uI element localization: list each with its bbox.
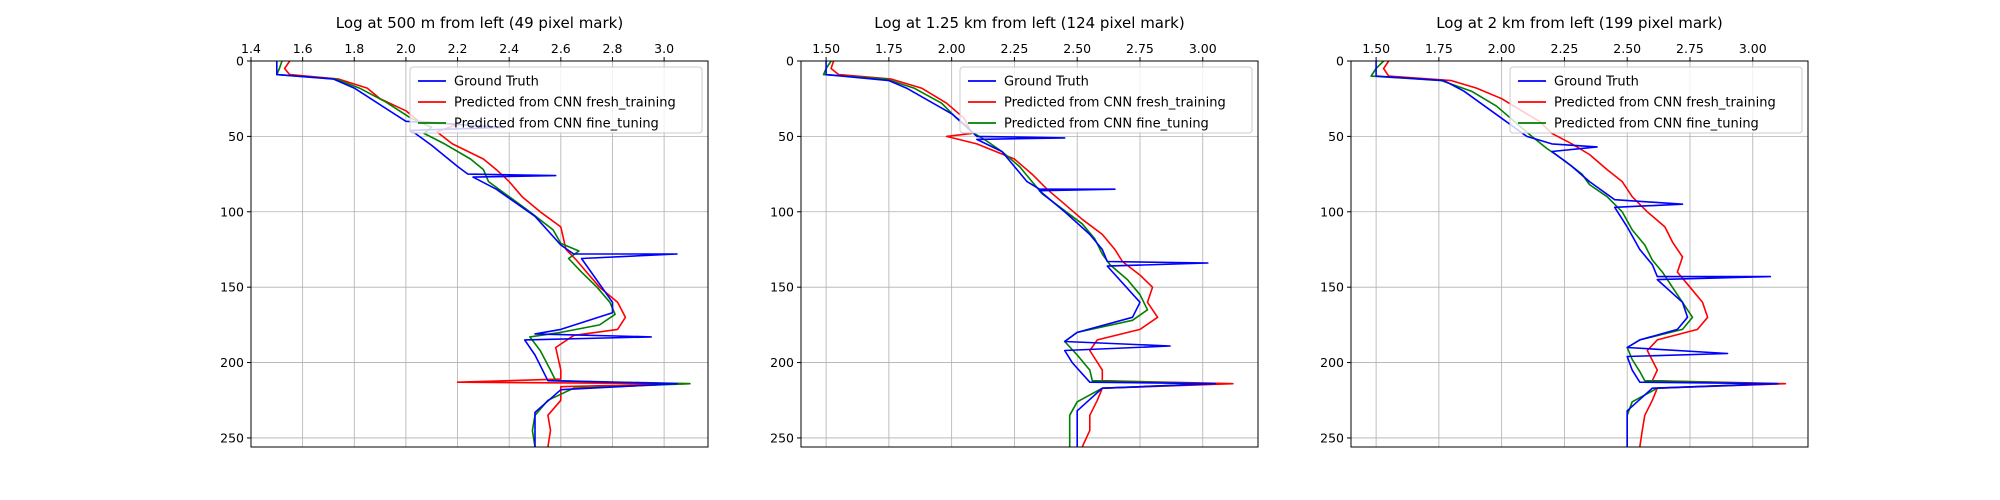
x-tick-label: 2.75 — [1676, 41, 1704, 56]
x-tick-label: 2.4 — [499, 41, 519, 56]
y-tick-label: 250 — [220, 430, 244, 445]
legend-box — [1509, 66, 1803, 134]
y-tick-label: 150 — [220, 280, 244, 295]
legend-label: Predicted from CNN fresh_training — [454, 96, 676, 111]
y-tick-label: 200 — [1320, 355, 1344, 370]
x-tick-label: 2.6 — [551, 41, 571, 56]
x-tick-label: 3.00 — [1189, 41, 1217, 56]
legend-label: Predicted from CNN fine_tuning — [454, 117, 659, 132]
x-tick-label: 2.50 — [1613, 41, 1641, 56]
chart-panel-1: 1.4 1.6 1.8 2.0 2.2 2.4 2.6 2.8 3.0 0 50 100 150 200 2… — [220, 14, 709, 448]
x-tick-label: 2.50 — [1063, 41, 1091, 56]
x-tick-label: 1.75 — [1425, 41, 1453, 56]
chart-title: Log at 2 km from left (199 pixel mark) — [1436, 14, 1723, 32]
y-tick-label: 250 — [770, 430, 794, 445]
x-tick-label: 2.00 — [938, 41, 966, 56]
legend-box — [959, 66, 1253, 134]
y-tick-label: 250 — [1320, 430, 1344, 445]
x-tick-label: 2.2 — [448, 41, 468, 56]
y-tick-label: 150 — [770, 280, 794, 295]
x-tick-label: 1.6 — [293, 41, 313, 56]
legend-label: Predicted from CNN fine_tuning — [1004, 117, 1209, 132]
x-tick-label: 1.4 — [241, 41, 261, 56]
y-tick-label: 0 — [786, 54, 794, 69]
x-tick-label: 2.8 — [603, 41, 623, 56]
legend-box — [409, 66, 703, 134]
legend-label: Ground Truth — [454, 75, 539, 90]
legend-label: Ground Truth — [1554, 75, 1639, 90]
chart-title: Log at 500 m from left (49 pixel mark) — [336, 14, 623, 32]
x-tick-label: 2.25 — [1551, 41, 1579, 56]
x-tick-label: 1.50 — [1362, 41, 1390, 56]
chart-panel-3: 1.50 1.75 2.00 2.25 2.50 2.75 3.00 0 50 100 150 200… — [1320, 14, 1809, 448]
x-tick-label: 2.75 — [1126, 41, 1154, 56]
legend: Ground Truth Predicted from CNN fresh_tra… — [1509, 66, 1803, 134]
legend-label: Predicted from CNN fresh_training — [1554, 96, 1776, 111]
x-tick-label: 2.0 — [396, 41, 416, 56]
y-tick-label: 150 — [1320, 280, 1344, 295]
y-tick-label: 0 — [1336, 54, 1344, 69]
y-tick-label: 0 — [236, 54, 244, 69]
y-tick-label: 200 — [220, 355, 244, 370]
x-tick-label: 1.8 — [344, 41, 364, 56]
series-lines — [1370, 61, 1787, 447]
axes-frame — [250, 60, 709, 448]
chart-panel-2: 1.50 1.75 2.00 2.25 2.50 2.75 3.00 0 50 100 150 200… — [770, 14, 1259, 448]
y-tick-label: 100 — [770, 204, 794, 219]
legend: Ground Truth Predicted from CNN fresh_tra… — [959, 66, 1253, 134]
chart-title: Log at 1.25 km from left (124 pixel mark… — [874, 14, 1184, 32]
x-tick-label: 1.50 — [812, 41, 840, 56]
x-tick-label: 3.0 — [654, 41, 674, 56]
legend-label: Predicted from CNN fresh_training — [1004, 96, 1226, 111]
legend-label: Ground Truth — [1004, 75, 1089, 90]
axes-frame — [1350, 60, 1809, 448]
y-tick-label: 100 — [1320, 204, 1344, 219]
axes-frame — [800, 60, 1259, 448]
legend: Ground Truth Predicted from CNN fresh_tra… — [409, 66, 703, 134]
x-tick-label: 3.00 — [1739, 41, 1767, 56]
x-tick-label: 2.25 — [1001, 41, 1029, 56]
y-tick-label: 200 — [770, 355, 794, 370]
y-tick-label: 50 — [778, 129, 794, 144]
y-tick-label: 50 — [1328, 129, 1344, 144]
x-tick-label: 2.00 — [1488, 41, 1516, 56]
legend-label: Predicted from CNN fine_tuning — [1554, 117, 1759, 132]
y-tick-label: 50 — [228, 129, 244, 144]
series-line-ground-truth — [1375, 61, 1779, 447]
x-tick-label: 1.75 — [875, 41, 903, 56]
y-tick-label: 100 — [220, 204, 244, 219]
